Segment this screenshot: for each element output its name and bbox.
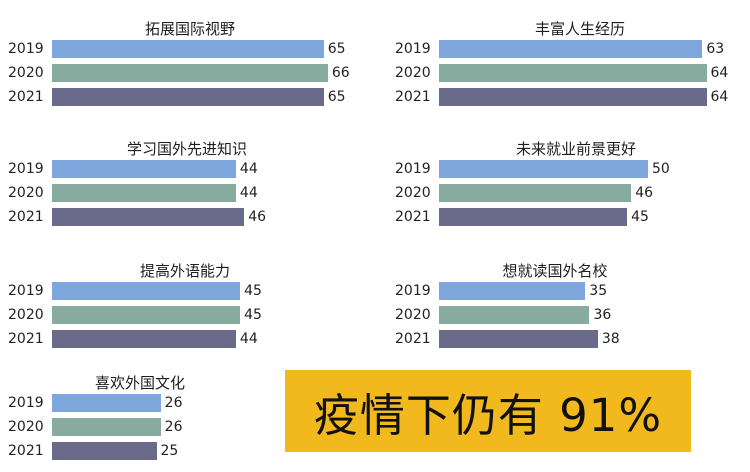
year-label: 2020 bbox=[395, 185, 431, 201]
value-label: 38 bbox=[601, 331, 620, 347]
value-label: 25 bbox=[160, 443, 179, 459]
bar-2021 bbox=[52, 208, 245, 226]
year-label: 2019 bbox=[8, 161, 44, 177]
year-label: 2019 bbox=[8, 283, 44, 299]
bar-2021 bbox=[52, 330, 236, 348]
value-label: 35 bbox=[589, 283, 608, 299]
year-label: 2021 bbox=[395, 331, 431, 347]
value-label: 26 bbox=[164, 395, 183, 411]
year-label: 2020 bbox=[8, 419, 44, 435]
bar-2021 bbox=[52, 88, 324, 106]
value-label: 46 bbox=[248, 209, 267, 225]
chart-panel: 学习国外先进知识 2019 44 2020 44 2021 46 bbox=[8, 138, 368, 238]
bar-2021 bbox=[439, 330, 598, 348]
value-label: 65 bbox=[327, 41, 346, 57]
bar-2021 bbox=[439, 88, 707, 106]
panel-title: 拓展国际视野 bbox=[144, 20, 236, 38]
bar-2020 bbox=[52, 64, 328, 82]
year-label: 2021 bbox=[8, 331, 44, 347]
bar-2020 bbox=[439, 184, 632, 202]
year-label: 2021 bbox=[8, 89, 44, 105]
year-label: 2019 bbox=[8, 395, 44, 411]
banner-text: 疫情下仍有 91% bbox=[313, 388, 663, 442]
value-label: 44 bbox=[239, 161, 258, 177]
bar-2021 bbox=[439, 208, 628, 226]
year-label: 2020 bbox=[8, 65, 44, 81]
year-label: 2019 bbox=[395, 283, 431, 299]
year-label: 2021 bbox=[395, 209, 431, 225]
panel-title: 学习国外先进知识 bbox=[126, 140, 248, 158]
bar-2021 bbox=[52, 442, 157, 460]
year-label: 2019 bbox=[395, 161, 431, 177]
chart-panel: 提高外语能力 2019 45 2020 45 2021 44 bbox=[8, 260, 368, 360]
bar-2020 bbox=[439, 306, 590, 324]
panel-title: 喜欢外国文化 bbox=[94, 374, 186, 392]
bar-2019 bbox=[52, 160, 236, 178]
bar-2019 bbox=[52, 282, 241, 300]
bar-2019 bbox=[52, 40, 324, 58]
value-label: 45 bbox=[631, 209, 649, 225]
bar-2020 bbox=[52, 418, 161, 436]
bar-2020 bbox=[52, 306, 241, 324]
year-label: 2020 bbox=[8, 185, 44, 201]
panel-title: 提高外语能力 bbox=[139, 262, 231, 280]
bar-2019 bbox=[439, 40, 703, 58]
panel-title: 未来就业前景更好 bbox=[515, 140, 637, 158]
bar-2020 bbox=[439, 64, 707, 82]
bar-2019 bbox=[52, 394, 161, 412]
chart-panel: 丰富人生经历 2019 63 2020 64 2021 64 bbox=[395, 18, 750, 118]
bar-2020 bbox=[52, 184, 236, 202]
value-label: 45 bbox=[244, 283, 262, 299]
value-label: 64 bbox=[710, 65, 729, 81]
year-label: 2021 bbox=[395, 89, 431, 105]
value-label: 50 bbox=[652, 161, 670, 177]
year-label: 2019 bbox=[8, 41, 44, 57]
value-label: 36 bbox=[593, 307, 612, 323]
highlight-banner: 疫情下仍有 91% bbox=[285, 370, 691, 452]
year-label: 2020 bbox=[395, 65, 431, 81]
value-label: 64 bbox=[710, 89, 729, 105]
year-label: 2020 bbox=[395, 307, 431, 323]
value-label: 44 bbox=[239, 185, 258, 201]
chart-panel: 未来就业前景更好 2019 50 2020 46 2021 45 bbox=[395, 138, 750, 238]
chart-panel: 喜欢外国文化 2019 26 2020 26 2021 25 bbox=[8, 372, 368, 472]
year-label: 2021 bbox=[8, 209, 44, 225]
value-label: 65 bbox=[327, 89, 346, 105]
panel-title: 想就读国外名校 bbox=[502, 262, 608, 280]
year-label: 2019 bbox=[395, 41, 431, 57]
value-label: 45 bbox=[244, 307, 262, 323]
chart-panel: 拓展国际视野 2019 65 2020 66 2021 65 bbox=[8, 18, 368, 118]
value-label: 26 bbox=[164, 419, 183, 435]
chart-panel: 想就读国外名校 2019 35 2020 36 2021 38 bbox=[395, 260, 750, 360]
bar-2019 bbox=[439, 282, 586, 300]
value-label: 46 bbox=[635, 185, 654, 201]
bar-2019 bbox=[439, 160, 648, 178]
year-label: 2021 bbox=[8, 443, 44, 459]
value-label: 66 bbox=[331, 65, 350, 81]
year-label: 2020 bbox=[8, 307, 44, 323]
value-label: 44 bbox=[239, 331, 258, 347]
value-label: 63 bbox=[706, 41, 725, 57]
panel-title: 丰富人生经历 bbox=[534, 20, 626, 38]
